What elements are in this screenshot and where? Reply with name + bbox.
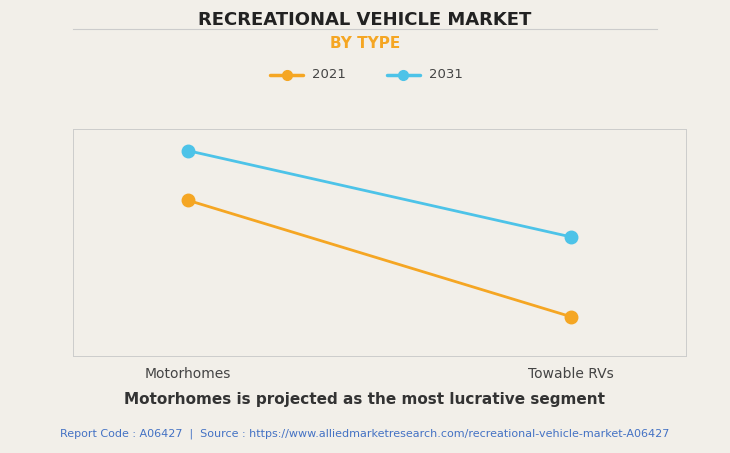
Text: BY TYPE: BY TYPE [330,36,400,51]
Text: RECREATIONAL VEHICLE MARKET: RECREATIONAL VEHICLE MARKET [199,11,531,29]
Text: 2031: 2031 [429,68,462,81]
Text: Motorhomes is projected as the most lucrative segment: Motorhomes is projected as the most lucr… [125,392,605,407]
Text: 2021: 2021 [312,68,345,81]
Text: Report Code : A06427  |  Source : https://www.alliedmarketresearch.com/recreatio: Report Code : A06427 | Source : https://… [61,428,669,439]
